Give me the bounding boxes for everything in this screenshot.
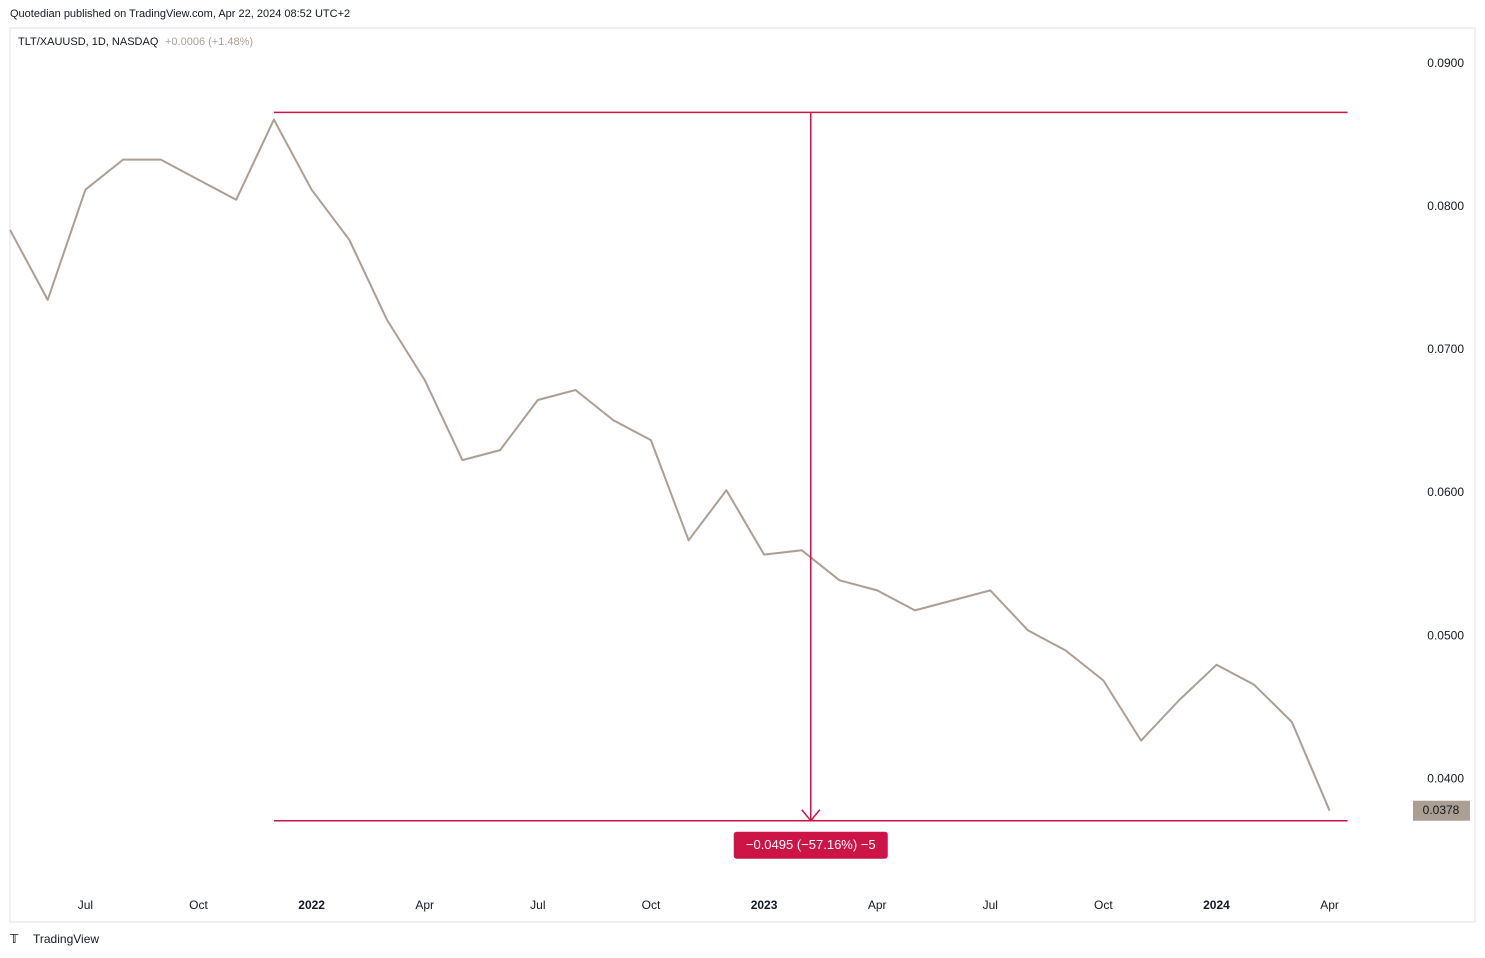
y-tick-label: 0.0900 xyxy=(1427,56,1464,70)
last-price-bg xyxy=(1413,800,1470,821)
measure-label: −0.0495 (−57.16%) −5 xyxy=(746,837,876,852)
x-tick-label: Apr xyxy=(415,898,434,912)
x-tick-label: Jul xyxy=(530,898,545,912)
last-price-label: 0.0378 xyxy=(1423,803,1460,817)
change: +0.0006 (+1.48%) xyxy=(165,36,253,48)
symbol: TLT/XAUUSD, 1D, NASDAQ xyxy=(18,36,159,48)
y-tick-label: 0.0700 xyxy=(1427,342,1464,356)
y-tick-label: 0.0600 xyxy=(1427,485,1464,499)
x-tick-label: 2023 xyxy=(751,898,778,912)
arrow-head xyxy=(801,809,821,822)
y-tick-label: 0.0400 xyxy=(1427,771,1464,785)
x-tick-label: Jul xyxy=(983,898,998,912)
x-tick-label: Oct xyxy=(642,898,661,912)
x-tick-label: Jul xyxy=(78,898,93,912)
y-tick-label: 0.0800 xyxy=(1427,199,1464,213)
price-line xyxy=(9,118,1331,812)
x-tick-label: Apr xyxy=(1320,898,1339,912)
y-tick-label: 0.0500 xyxy=(1427,628,1464,642)
x-tick-label: 2022 xyxy=(298,898,325,912)
tv-logo: 𝕋 xyxy=(10,932,19,946)
publisher: Quotedian published on TradingView.com, … xyxy=(10,8,350,20)
x-tick-label: Apr xyxy=(868,898,887,912)
x-tick-label: Oct xyxy=(189,898,208,912)
x-tick-label: 2024 xyxy=(1203,898,1230,912)
brand: TradingView xyxy=(33,932,99,946)
chart-frame xyxy=(9,27,1476,923)
x-tick-label: Oct xyxy=(1094,898,1113,912)
measure-label-bg xyxy=(733,831,888,859)
